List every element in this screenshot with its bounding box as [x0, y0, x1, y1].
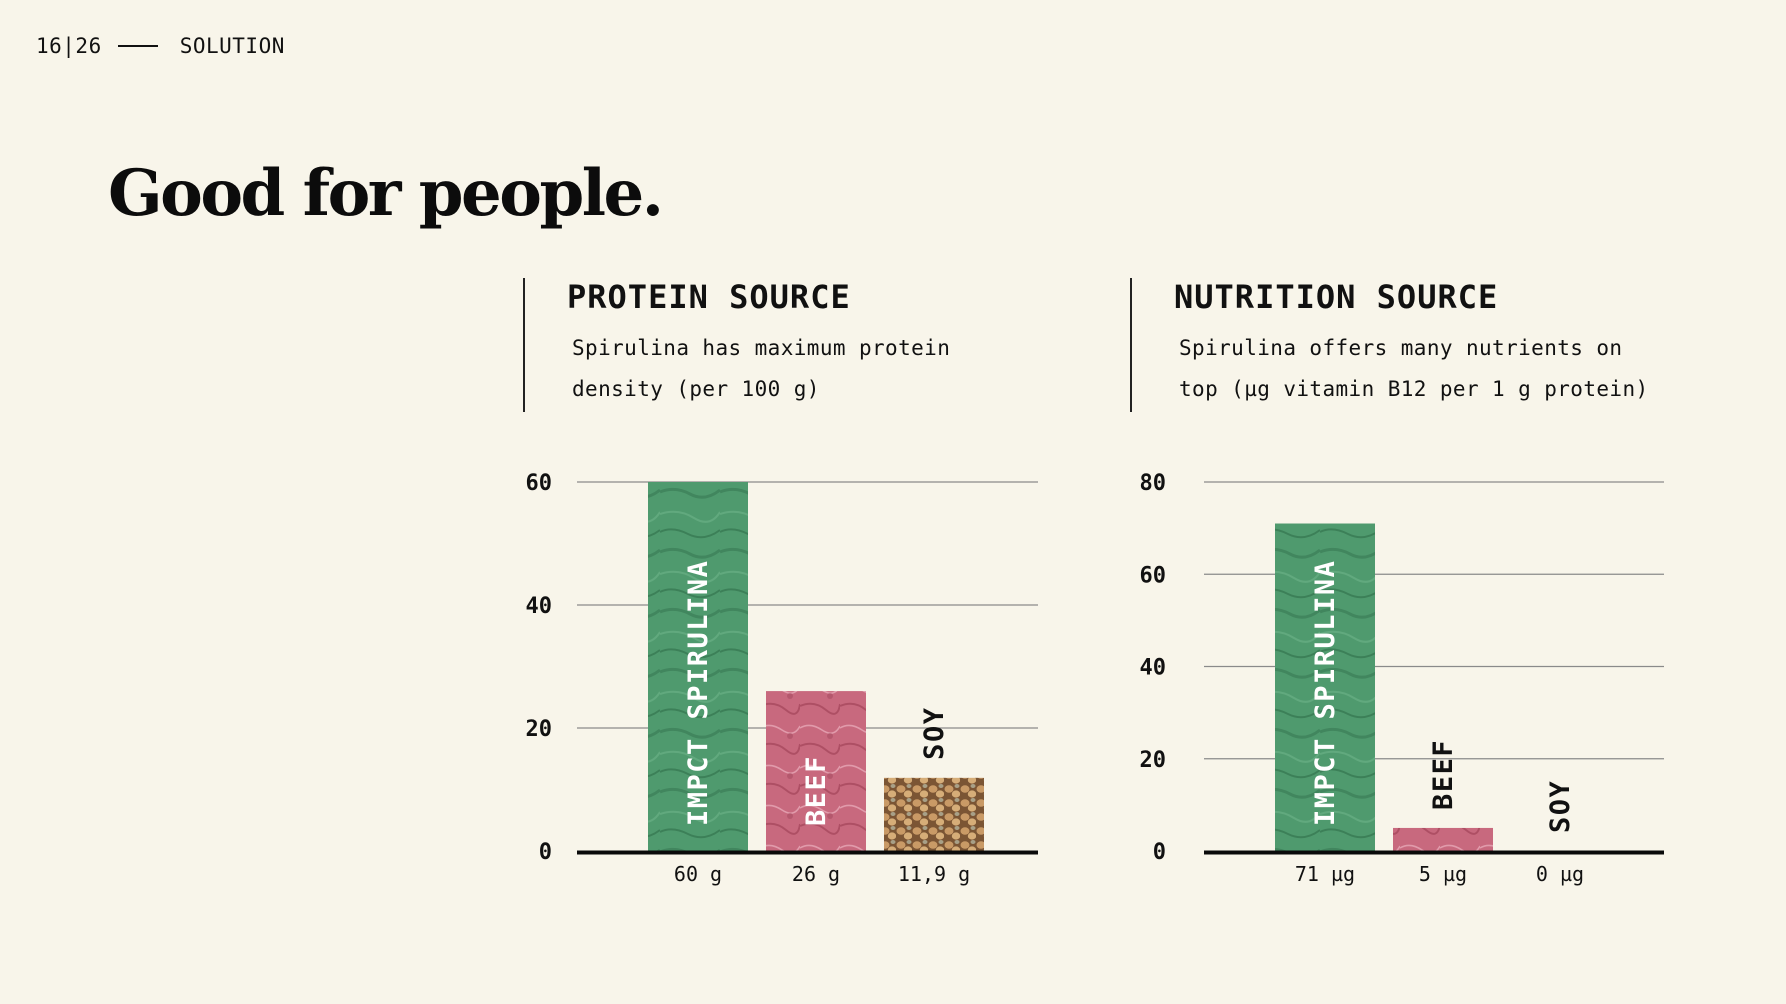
nutrition-panel-header: NUTRITION SOURCE Spirulina offers many n…	[1130, 278, 1648, 412]
header-divider	[117, 45, 158, 47]
bar-impct-spirulina	[1275, 523, 1375, 851]
category-label-soy: SOY	[919, 707, 950, 760]
y-tick-label: 0	[539, 840, 552, 865]
protein-panel-description: Spirulina has maximum protein density (pe…	[572, 328, 1042, 410]
category-label-impct-spirulina: IMPCT SPIRULINA	[683, 560, 714, 826]
nutrition-desc-line-1: Spirulina offers many nutrients on	[1179, 336, 1623, 360]
protein-desc-line-2: density (per 100 g)	[572, 377, 820, 401]
y-tick-label: 80	[1140, 471, 1167, 496]
section-label: SOLUTION	[179, 34, 285, 58]
y-tick-label: 20	[526, 717, 553, 742]
category-label-beef: BEEF	[1428, 739, 1459, 810]
page-number: 16|26	[36, 34, 102, 58]
y-tick-label: 0	[1153, 840, 1166, 865]
category-label-impct-spirulina: IMPCT SPIRULINA	[1310, 560, 1341, 826]
bar-beef	[1393, 827, 1493, 851]
value-label-soy: 11,9 g	[898, 862, 970, 886]
nutrition-desc-line-2: top (µg vitamin B12 per 1 g protein)	[1179, 377, 1649, 401]
page-title: Good for people.	[108, 156, 664, 231]
value-label-soy: 0 µg	[1536, 862, 1584, 886]
y-tick-label: 60	[526, 471, 553, 496]
protein-panel-header: PROTEIN SOURCE Spirulina has maximum pro…	[523, 278, 950, 412]
y-tick-label: 40	[1140, 656, 1167, 681]
category-label-soy: SOY	[1545, 780, 1576, 833]
nutrition-panel-title: NUTRITION SOURCE	[1174, 278, 1499, 316]
bar-beef	[766, 691, 866, 851]
value-label-beef: 5 µg	[1419, 862, 1467, 886]
y-tick-label: 40	[526, 594, 553, 619]
slide-header: 16|26 SOLUTION	[36, 34, 285, 58]
category-label-beef: BEEF	[801, 755, 832, 826]
y-tick-label: 60	[1140, 563, 1167, 588]
value-label-impct-spirulina: 60 g	[674, 862, 722, 886]
bar-impct-spirulina	[648, 482, 748, 851]
nutrition-panel-description: Spirulina offers many nutrients on top (µ…	[1179, 328, 1649, 410]
value-label-beef: 26 g	[792, 862, 840, 886]
protein-desc-line-1: Spirulina has maximum protein	[572, 336, 951, 360]
value-label-impct-spirulina: 71 µg	[1295, 862, 1355, 886]
bar-soy	[884, 777, 984, 851]
protein-panel-title: PROTEIN SOURCE	[567, 278, 851, 316]
y-tick-label: 20	[1140, 748, 1167, 773]
